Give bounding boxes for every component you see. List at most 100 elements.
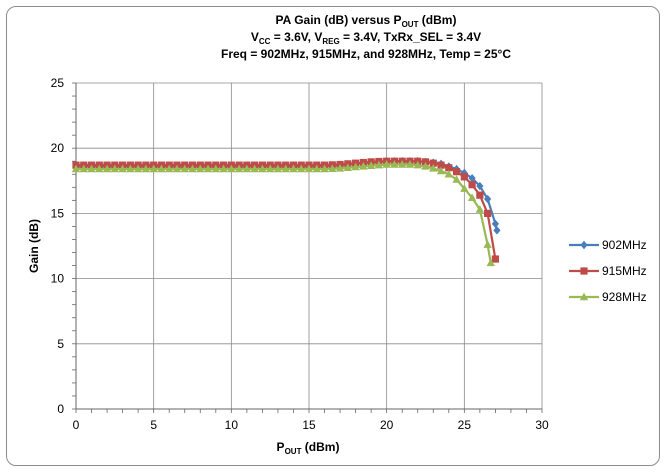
legend-marker [580,267,588,275]
data-point [398,160,407,168]
series-928MHz [71,160,495,267]
data-point [188,164,197,173]
y-tick-label: 0 [57,402,64,416]
data-point [289,164,298,173]
data-point [304,164,314,173]
legend-marker [580,240,588,250]
data-point [203,164,213,173]
chart-title: PA Gain (dB) versus POUT (dBm) VCC = 3.6… [221,13,511,61]
data-point [421,158,430,166]
legend-label: 915MHz [602,264,647,278]
y-tick-label: 10 [51,272,65,286]
title-line-2: VCC = 3.6V, VREG = 3.4V, TxRx_SEL = 3.4V [251,30,481,46]
series-line [76,160,497,260]
data-point [437,161,445,169]
data-point [366,161,376,170]
data-point [258,164,267,173]
data-point [328,164,337,173]
data-point [133,164,143,173]
data-point [219,164,228,173]
data-point [475,205,485,213]
data-point [460,173,468,181]
data-point [149,164,158,173]
legend-label: 902MHz [602,238,647,252]
y-tick-label: 25 [51,76,65,90]
title-line-3: Freq = 902MHz, 915MHz, and 928MHz, Temp … [221,47,511,61]
title-line-1: PA Gain (dB) versus POUT (dBm) [276,13,457,29]
data-point [405,160,415,168]
data-point [429,159,437,167]
legend-label: 928MHz [602,290,647,304]
y-tick-label: 20 [51,141,65,155]
data-point [165,164,174,173]
data-point [421,162,430,170]
data-point [359,162,368,170]
data-point [476,181,484,191]
data-point [484,209,492,217]
data-point [265,164,275,173]
data-point [468,181,476,189]
data-point [491,255,499,263]
data-point [436,166,446,175]
x-tick-label: 30 [535,418,549,432]
x-tick-label: 0 [73,418,80,432]
y-tick-label: 15 [51,206,65,220]
data-point [390,160,399,168]
data-point [452,168,461,176]
data-point [491,219,499,229]
series-915MHz [72,157,499,263]
data-point [484,194,492,204]
data-point [452,175,461,183]
data-point [467,193,477,201]
legend-item: 902MHz [569,238,647,252]
data-point [126,164,135,173]
data-point [429,164,438,172]
legend-marker [579,292,589,301]
series-layer [71,157,501,267]
legend: 902MHz 915MHz 928MHz [569,238,647,304]
data-point [273,164,283,173]
axes: 0 5 10 15 20 25 30 0 5 10 15 20 25 [51,76,549,432]
data-point [476,191,484,199]
data-point [312,164,321,173]
y-tick-label: 5 [57,337,64,351]
data-point [343,163,353,171]
data-point [95,164,104,173]
y-axis-title: Gain (dB) [27,219,41,273]
data-point [102,164,112,173]
data-point [118,164,127,173]
data-point [493,226,501,235]
data-point [79,164,88,173]
data-point [460,184,469,192]
x-axis-title: POUT (dBm) [277,440,340,456]
data-point [196,164,205,173]
data-point [141,164,151,173]
data-point [180,164,189,173]
data-point [242,164,252,173]
legend-item: 928MHz [569,290,647,304]
data-point [351,162,360,171]
data-point [413,160,422,169]
data-point [483,240,492,248]
data-point [281,164,290,173]
data-point [71,164,81,173]
x-tick-label: 15 [302,418,316,432]
data-point [234,164,244,173]
data-point [445,164,453,172]
data-point [320,164,329,173]
data-point [110,164,120,173]
data-point [87,164,96,173]
data-point [227,164,236,173]
data-point [157,164,166,173]
x-tick-label: 25 [458,418,472,432]
x-tick-label: 20 [380,418,394,432]
data-point [211,164,220,173]
legend-item: 915MHz [569,264,647,278]
data-point [297,164,306,173]
data-point [172,164,182,173]
data-point [250,164,259,173]
data-point [468,173,476,183]
data-point [382,160,391,168]
data-point [374,160,384,169]
